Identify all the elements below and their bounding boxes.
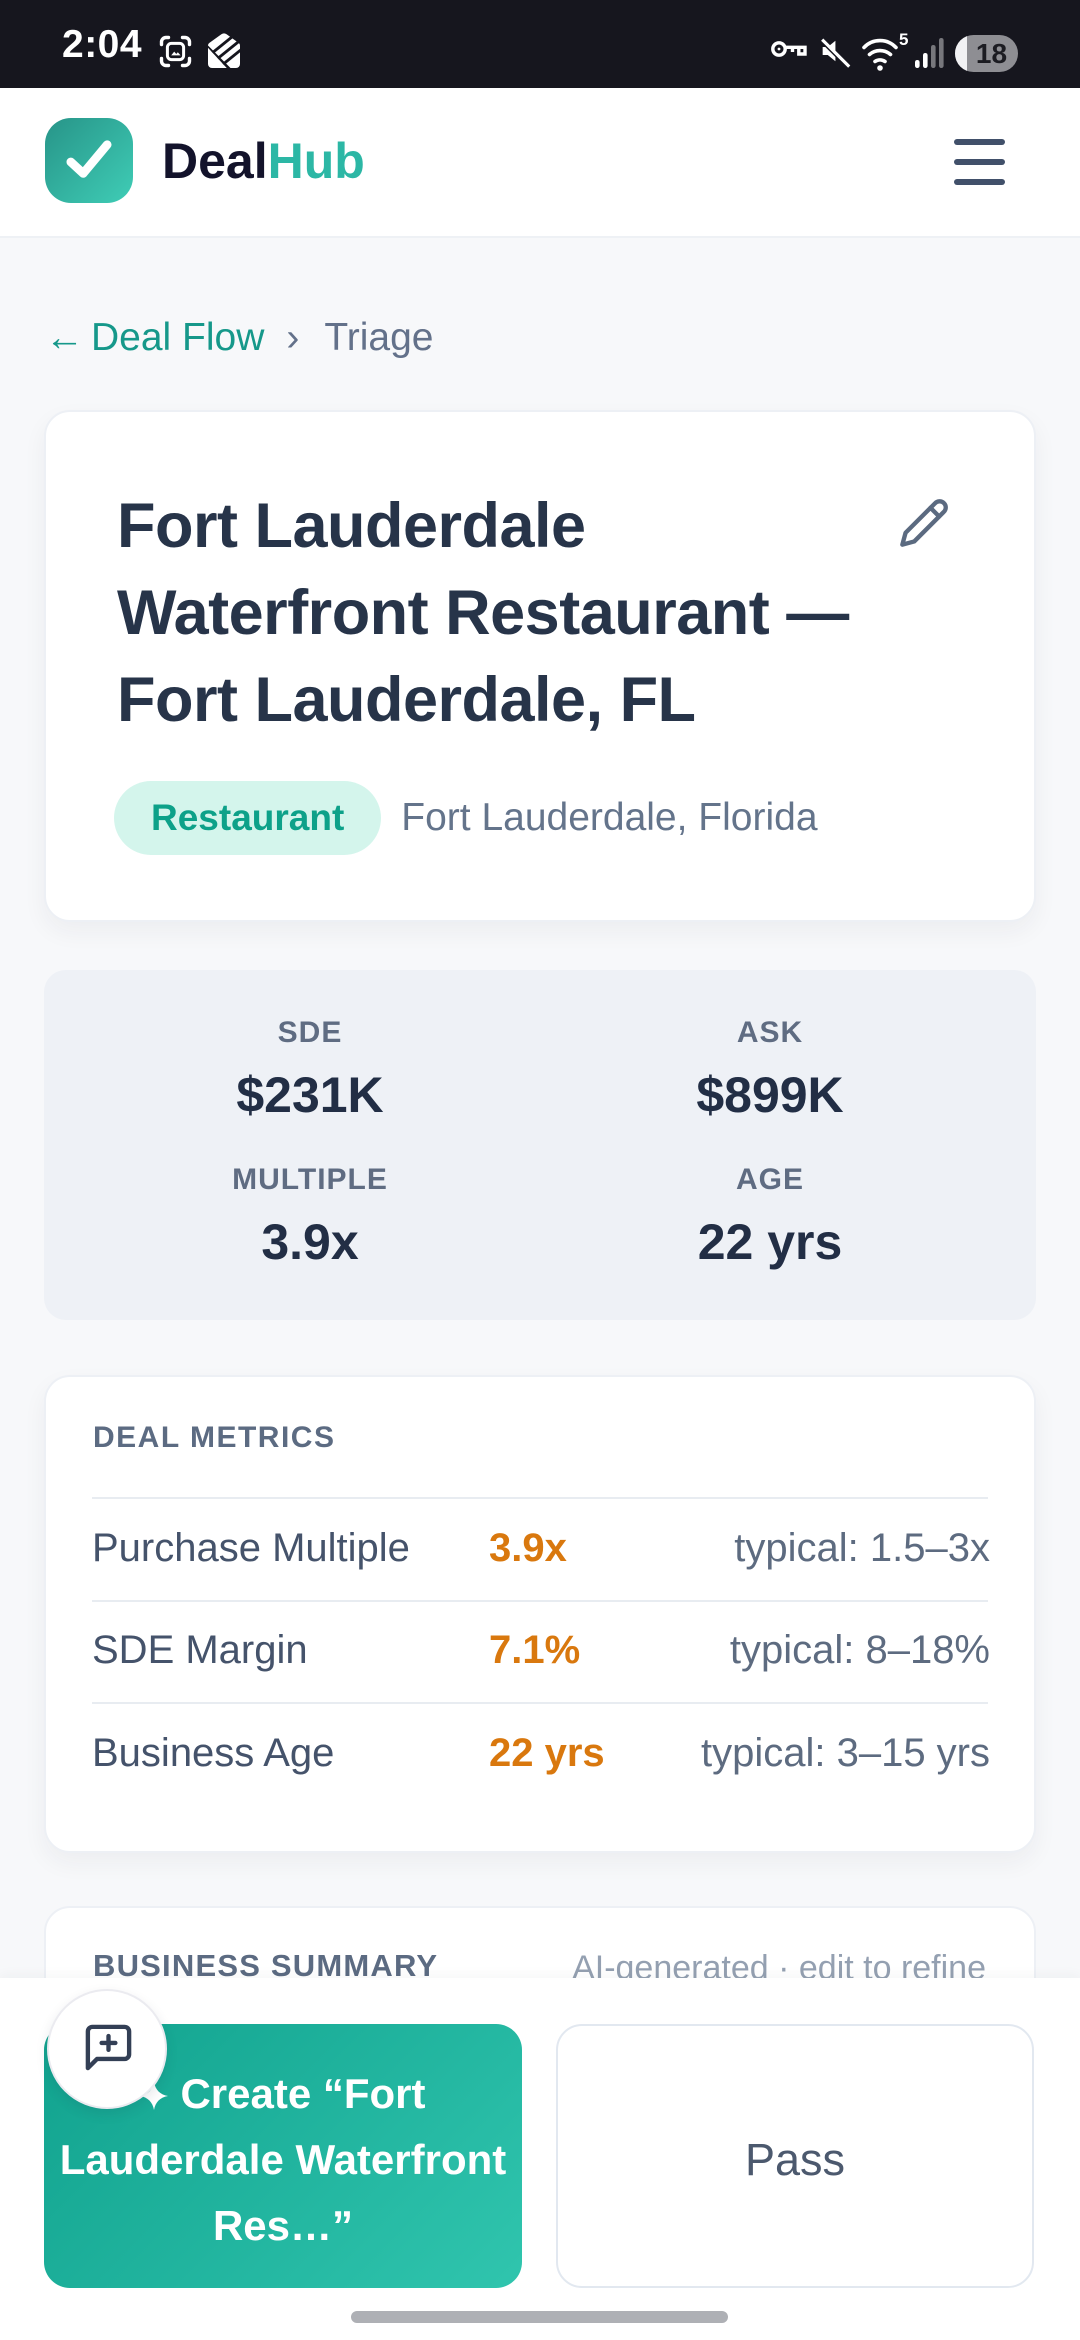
svg-text:5: 5 [899, 32, 908, 49]
